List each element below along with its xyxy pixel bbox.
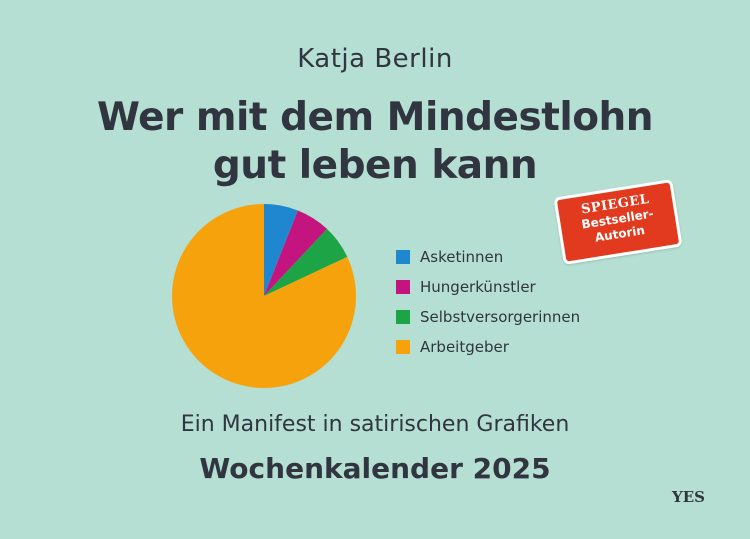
legend-swatch-selbstversorgerinnen [396, 310, 410, 324]
book-title: Wer mit dem Mindestlohn gut leben kann [0, 94, 750, 190]
book-title-line-1: Wer mit dem Mindestlohn [96, 95, 654, 140]
pie-chart [172, 204, 356, 388]
pie-slice-asketinnen [264, 204, 298, 296]
legend-label-selbstversorgerinnen: Selbstversorgerinnen [420, 308, 581, 326]
legend-swatch-hungerkuenstler [396, 280, 410, 294]
legend-label-hungerkuenstler: Hungerkünstler [420, 278, 536, 296]
pie-slice-hungerk-nstler [264, 210, 327, 296]
legend-item-arbeitgeber: Arbeitgeber [396, 332, 580, 362]
chart-legend: Asketinnen Hungerkünstler Selbstversorge… [396, 242, 580, 362]
author-name: Katja Berlin [297, 44, 453, 74]
legend-swatch-arbeitgeber [396, 340, 410, 354]
legend-label-arbeitgeber: Arbeitgeber [420, 338, 509, 356]
bestseller-badge: SPIEGEL Bestseller- Autorin [553, 179, 683, 265]
legend-swatch-asketinnen [396, 250, 410, 264]
legend-item-hungerkuenstler: Hungerkünstler [396, 272, 580, 302]
publisher-logo: YES [672, 488, 705, 506]
legend-item-selbstversorgerinnen: Selbstversorgerinnen [396, 302, 580, 332]
legend-item-asketinnen: Asketinnen [396, 242, 580, 272]
book-title-line-2: gut leben kann [212, 143, 538, 188]
pie-slice-arbeitgeber [172, 204, 356, 388]
pie-slice-selbstversorgerinnen [264, 228, 348, 296]
calendar-label: Wochenkalender 2025 [199, 452, 551, 485]
legend-label-asketinnen: Asketinnen [420, 248, 504, 266]
subtitle: Ein Manifest in satirischen Grafiken [180, 412, 570, 437]
